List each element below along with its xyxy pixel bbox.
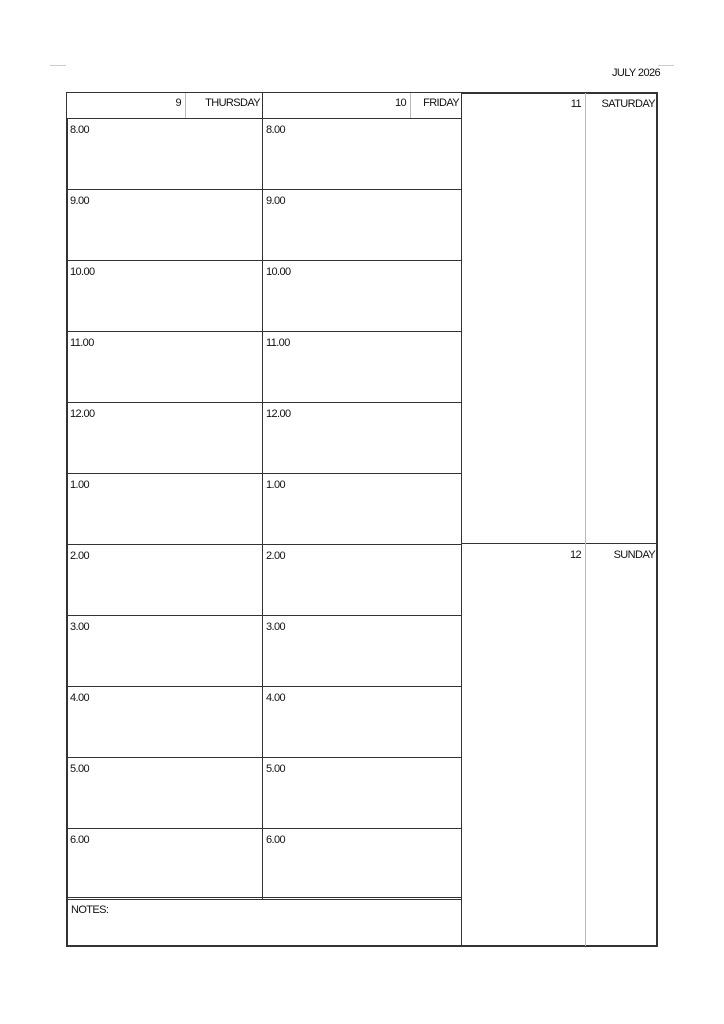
time-slot[interactable] <box>66 828 263 900</box>
time-slot[interactable] <box>66 189 263 261</box>
time-slot[interactable] <box>66 615 263 687</box>
weekend-slot-sunday[interactable] <box>461 543 658 947</box>
time-label: 11.00 <box>266 337 290 349</box>
time-slot[interactable] <box>66 473 263 545</box>
day-number: 10 <box>394 97 407 109</box>
weekend-slot-saturday[interactable] <box>461 92 658 544</box>
time-slot[interactable] <box>66 260 263 332</box>
time-label: 4.00 <box>266 692 286 704</box>
weekend-divider <box>585 93 586 946</box>
time-slot[interactable] <box>262 473 462 545</box>
notes-label: NOTES: <box>71 904 109 916</box>
time-label: 4.00 <box>70 692 90 704</box>
time-slot[interactable] <box>262 260 462 332</box>
time-slot[interactable] <box>262 189 462 261</box>
day-number: 11 <box>570 98 582 110</box>
day-name: SATURDAY <box>601 98 656 110</box>
notes-box[interactable] <box>66 897 462 947</box>
time-label: 10.00 <box>266 266 291 278</box>
time-slot[interactable] <box>262 686 462 758</box>
time-label: 2.00 <box>266 550 286 562</box>
time-slot[interactable] <box>262 828 462 900</box>
time-label: 12.00 <box>70 408 95 420</box>
day-name: THURSDAY <box>205 97 260 109</box>
crop-mark <box>658 65 674 66</box>
day-name: SUNDAY <box>613 549 656 561</box>
time-slot[interactable] <box>66 331 263 403</box>
time-slot[interactable] <box>262 118 462 190</box>
time-label: 5.00 <box>70 763 90 775</box>
time-label: 5.00 <box>266 763 286 775</box>
time-slot[interactable] <box>66 544 263 616</box>
time-slot[interactable] <box>66 402 263 474</box>
time-label: 10.00 <box>70 266 95 278</box>
time-label: 3.00 <box>70 621 90 633</box>
time-label: 12.00 <box>266 408 291 420</box>
time-label: 1.00 <box>70 479 90 491</box>
time-slot[interactable] <box>262 757 462 829</box>
crop-mark <box>50 65 66 66</box>
time-slot[interactable] <box>262 615 462 687</box>
time-slot[interactable] <box>66 118 263 190</box>
time-label: 6.00 <box>70 834 90 846</box>
time-slot[interactable] <box>262 544 462 616</box>
time-label: 3.00 <box>266 621 286 633</box>
time-label: 6.00 <box>266 834 286 846</box>
day-number: 12 <box>569 549 582 561</box>
header-divider <box>410 93 411 118</box>
time-label: 8.00 <box>266 124 286 136</box>
time-slot[interactable] <box>66 686 263 758</box>
time-label: 2.00 <box>70 550 90 562</box>
time-slot[interactable] <box>262 331 462 403</box>
time-slot[interactable] <box>262 402 462 474</box>
header-divider <box>185 93 186 118</box>
time-label: 8.00 <box>70 124 90 136</box>
time-label: 9.00 <box>70 195 90 207</box>
time-label: 1.00 <box>266 479 286 491</box>
month-title: JULY 2026 <box>611 67 661 79</box>
day-name: FRIDAY <box>423 97 460 109</box>
day-number: 9 <box>175 97 181 109</box>
time-label: 9.00 <box>266 195 286 207</box>
time-label: 11.00 <box>70 337 94 349</box>
time-slot[interactable] <box>66 757 263 829</box>
